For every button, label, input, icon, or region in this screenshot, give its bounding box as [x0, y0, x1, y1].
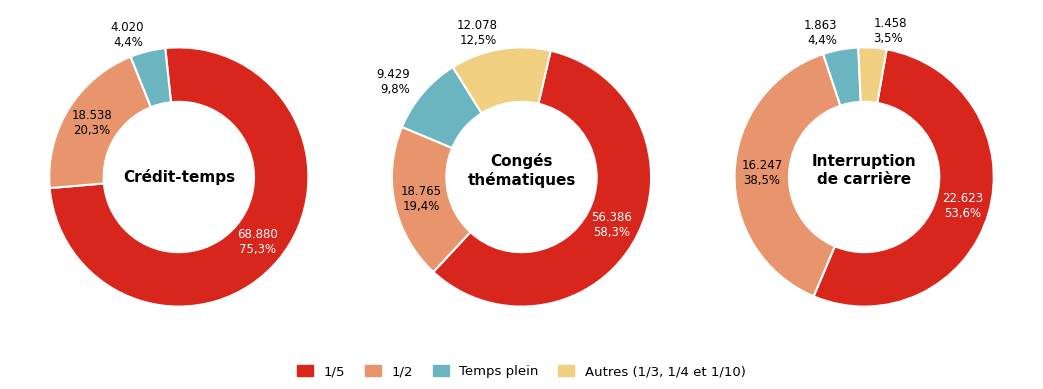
Text: 68.880
75,3%: 68.880 75,3% — [238, 228, 278, 256]
Wedge shape — [130, 48, 171, 107]
Text: 18.538
20,3%: 18.538 20,3% — [71, 109, 112, 137]
Wedge shape — [50, 47, 309, 307]
Wedge shape — [453, 47, 551, 113]
Text: 1.458
3,5%: 1.458 3,5% — [874, 17, 907, 45]
Text: Interruption
de carrière: Interruption de carrière — [811, 154, 917, 187]
Wedge shape — [734, 54, 841, 296]
Text: 16.247
38,5%: 16.247 38,5% — [742, 159, 782, 187]
Text: 4.020
4,4%: 4.020 4,4% — [111, 21, 144, 49]
Text: 12.078
12,5%: 12.078 12,5% — [457, 19, 498, 47]
Text: Crédit-temps: Crédit-temps — [123, 169, 235, 185]
Text: 1.863
4,4%: 1.863 4,4% — [804, 19, 838, 47]
Wedge shape — [858, 47, 887, 103]
Text: 22.623
53,6%: 22.623 53,6% — [942, 192, 983, 220]
Wedge shape — [433, 51, 651, 307]
Text: Congés
thématiques: Congés thématiques — [467, 152, 576, 188]
Legend: 1/5, 1/2, Temps plein, Autres (1/3, 1/4 et 1/10): 1/5, 1/2, Temps plein, Autres (1/3, 1/4 … — [293, 361, 750, 382]
Wedge shape — [392, 127, 470, 272]
Wedge shape — [402, 67, 482, 148]
Text: 56.386
58,3%: 56.386 58,3% — [591, 211, 632, 239]
Text: 9.429
9,8%: 9.429 9,8% — [377, 68, 410, 96]
Wedge shape — [49, 57, 151, 188]
Wedge shape — [823, 47, 860, 106]
Wedge shape — [814, 49, 994, 307]
Text: 18.765
19,4%: 18.765 19,4% — [401, 185, 442, 213]
